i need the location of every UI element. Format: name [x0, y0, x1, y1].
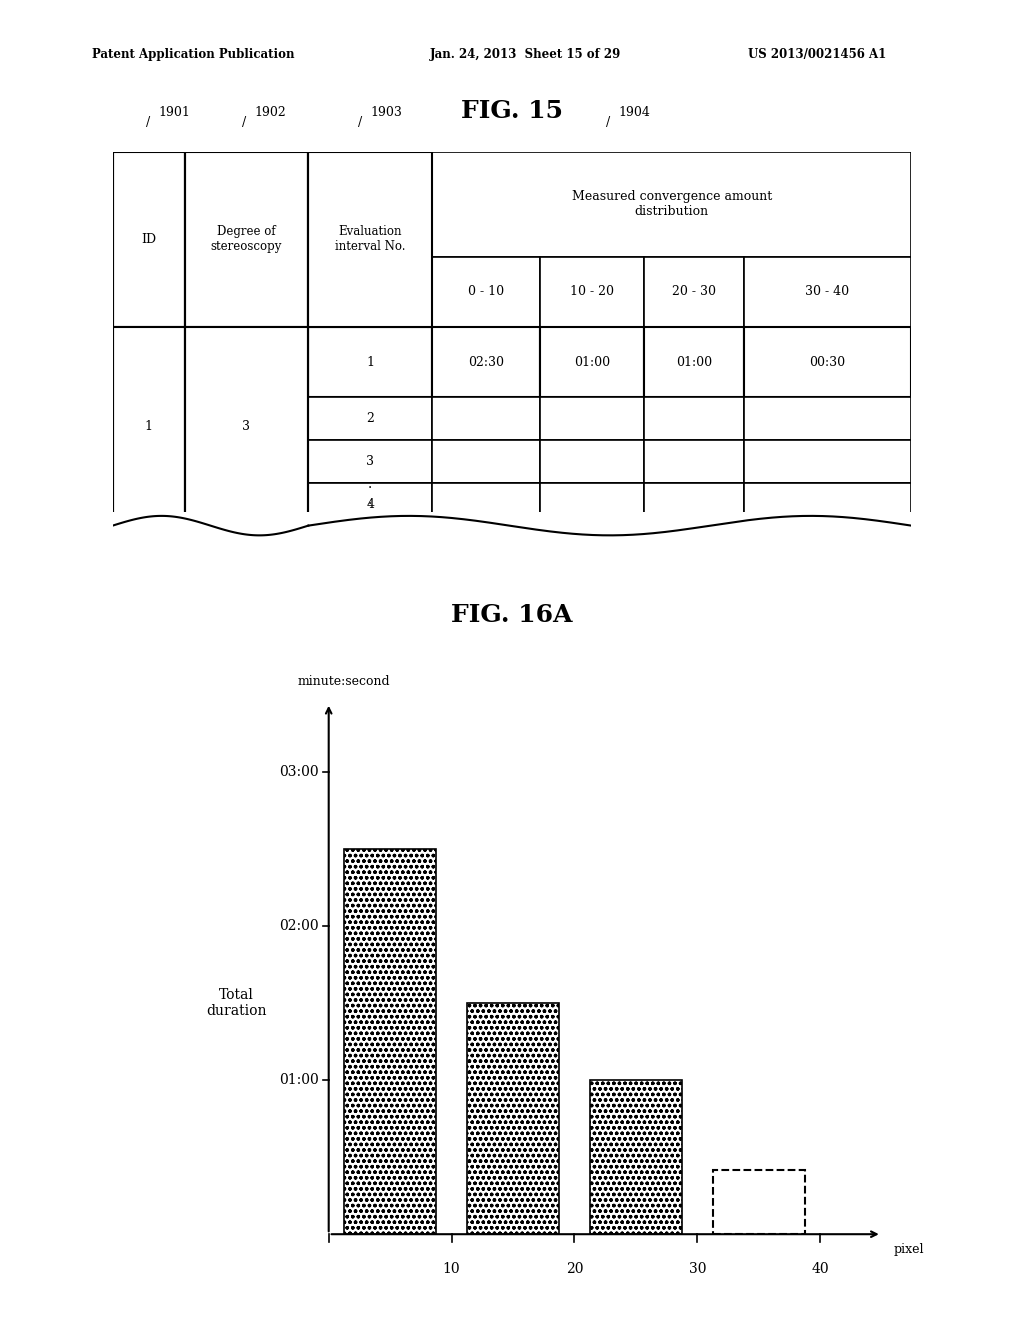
Bar — [743, 257, 911, 327]
Text: /: / — [243, 116, 247, 129]
Text: 1901: 1901 — [159, 106, 190, 119]
Bar — [432, 152, 911, 257]
Bar — [713, 1170, 805, 1234]
Text: 02:00: 02:00 — [280, 919, 318, 933]
Bar — [308, 152, 432, 327]
Text: pixel: pixel — [894, 1243, 925, 1257]
Bar — [540, 327, 644, 397]
Bar — [344, 849, 436, 1234]
Bar — [308, 483, 432, 525]
Text: 01:00: 01:00 — [676, 355, 712, 368]
Text: Degree of
stereoscopy: Degree of stereoscopy — [211, 226, 283, 253]
Bar — [743, 440, 911, 483]
Bar — [308, 440, 432, 483]
Bar — [540, 483, 644, 525]
Text: 03:00: 03:00 — [280, 766, 318, 779]
Text: 20 - 30: 20 - 30 — [672, 285, 716, 298]
Text: Jan. 24, 2013  Sheet 15 of 29: Jan. 24, 2013 Sheet 15 of 29 — [430, 48, 622, 61]
Text: 01:00: 01:00 — [280, 1073, 318, 1088]
Text: Total
duration: Total duration — [206, 989, 267, 1018]
Bar — [432, 483, 540, 525]
Bar — [432, 397, 540, 440]
Text: /: / — [358, 116, 362, 129]
Text: Patent Application Publication: Patent Application Publication — [92, 48, 295, 61]
Text: FIG. 15: FIG. 15 — [461, 99, 563, 123]
Bar — [743, 397, 911, 440]
Bar — [308, 327, 432, 397]
Text: 20: 20 — [565, 1262, 584, 1276]
Bar — [540, 257, 644, 327]
Text: 40: 40 — [811, 1262, 829, 1276]
Bar — [644, 483, 743, 525]
Bar — [184, 327, 308, 525]
Bar — [590, 1080, 682, 1234]
Text: 4: 4 — [367, 498, 374, 511]
Bar — [743, 483, 911, 525]
Bar — [644, 327, 743, 397]
Text: ·
·
·: · · · — [368, 480, 373, 528]
Bar — [432, 440, 540, 483]
Bar — [743, 327, 911, 397]
Text: 1: 1 — [144, 420, 153, 433]
Bar — [644, 257, 743, 327]
Text: US 2013/0021456 A1: US 2013/0021456 A1 — [748, 48, 886, 61]
Bar — [308, 397, 432, 440]
Text: 3: 3 — [367, 455, 374, 467]
Bar — [644, 483, 743, 525]
Text: minute:second: minute:second — [298, 675, 390, 688]
Text: 10: 10 — [442, 1262, 461, 1276]
Bar — [304, 512, 915, 540]
Bar — [644, 440, 743, 483]
Text: 02:30: 02:30 — [468, 355, 504, 368]
Text: /: / — [146, 116, 151, 129]
Text: 00:30: 00:30 — [809, 355, 846, 368]
Text: FIG. 16A: FIG. 16A — [452, 603, 572, 627]
Text: Measured convergence amount
distribution: Measured convergence amount distribution — [571, 190, 772, 218]
Bar — [184, 152, 308, 327]
Text: ID: ID — [141, 232, 156, 246]
Text: 1904: 1904 — [618, 106, 650, 119]
Bar — [113, 327, 184, 525]
Text: 30 - 40: 30 - 40 — [806, 285, 850, 298]
Bar — [540, 483, 644, 525]
Text: Evaluation
interval No.: Evaluation interval No. — [335, 226, 406, 253]
Text: 1903: 1903 — [371, 106, 402, 119]
Bar — [113, 152, 184, 327]
Bar — [432, 483, 540, 525]
Text: 1902: 1902 — [255, 106, 287, 119]
Text: 3: 3 — [243, 420, 251, 433]
Text: 2: 2 — [367, 412, 374, 425]
Bar — [743, 483, 911, 525]
Text: 1: 1 — [367, 355, 374, 368]
Text: /: / — [606, 116, 610, 129]
Bar — [467, 1003, 559, 1234]
Text: 01:00: 01:00 — [573, 355, 610, 368]
Text: 10 - 20: 10 - 20 — [570, 285, 613, 298]
Bar — [432, 257, 540, 327]
Bar — [109, 512, 312, 540]
Bar — [540, 440, 644, 483]
Bar — [308, 483, 432, 525]
Bar — [540, 397, 644, 440]
Text: 0 - 10: 0 - 10 — [468, 285, 504, 298]
Text: 30: 30 — [688, 1262, 707, 1276]
Bar — [432, 327, 540, 397]
Bar — [644, 397, 743, 440]
